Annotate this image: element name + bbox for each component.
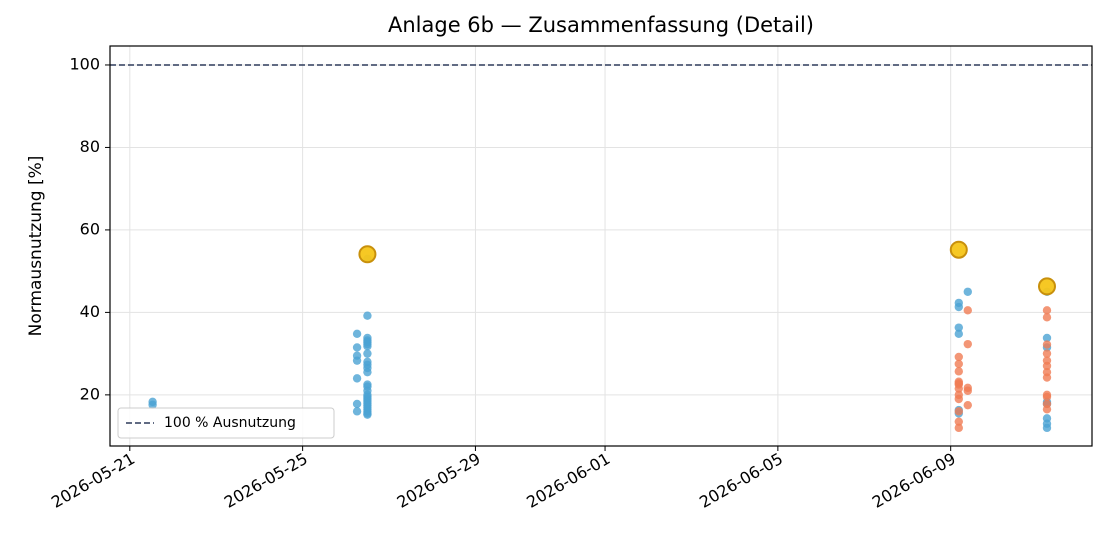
data-point bbox=[363, 342, 372, 351]
marks bbox=[110, 64, 1092, 433]
data-point bbox=[1042, 361, 1052, 371]
data-point bbox=[352, 356, 362, 365]
data-point bbox=[352, 329, 362, 339]
data-point bbox=[954, 384, 963, 393]
y-tick-label: 20 bbox=[80, 384, 100, 403]
data-point bbox=[1042, 373, 1052, 382]
data-point bbox=[1042, 405, 1052, 414]
y-axis-label: Normausnutzung [%] bbox=[26, 156, 46, 337]
data-point bbox=[954, 323, 963, 332]
data-point bbox=[1042, 306, 1052, 315]
data-point bbox=[352, 343, 362, 352]
data-point bbox=[954, 367, 963, 376]
data-point bbox=[352, 399, 362, 409]
data-point bbox=[1042, 423, 1052, 433]
data-point bbox=[954, 359, 963, 369]
data-point bbox=[949, 240, 968, 259]
data-point bbox=[363, 367, 372, 377]
data-point bbox=[954, 329, 963, 339]
data-point bbox=[363, 311, 372, 320]
y-tick-label: 80 bbox=[80, 137, 100, 156]
data-point bbox=[963, 386, 972, 395]
data-point bbox=[963, 287, 972, 296]
legend: 100 % Ausnutzung bbox=[117, 407, 335, 439]
y-tick-label: 60 bbox=[80, 219, 100, 238]
plot-frame bbox=[109, 45, 1093, 447]
data-point bbox=[963, 339, 972, 349]
y-tick-label: 100 bbox=[69, 54, 100, 73]
data-point bbox=[954, 407, 963, 416]
data-point bbox=[954, 302, 963, 312]
data-point bbox=[954, 417, 963, 426]
data-point bbox=[1042, 313, 1052, 322]
data-point bbox=[1042, 392, 1052, 402]
data-point bbox=[148, 400, 157, 409]
data-point bbox=[363, 349, 372, 358]
data-point bbox=[358, 245, 377, 264]
y-tick-label: 40 bbox=[80, 302, 100, 321]
data-point bbox=[963, 400, 972, 410]
data-point bbox=[352, 407, 362, 416]
data-point bbox=[1042, 333, 1052, 343]
data-point bbox=[1042, 349, 1052, 358]
data-point bbox=[1037, 277, 1056, 296]
data-point bbox=[363, 410, 372, 419]
legend-label: 100 % Ausnutzung bbox=[164, 415, 296, 431]
chart-title: Anlage 6b — Zusammenfassung (Detail) bbox=[388, 13, 814, 37]
legend-box bbox=[117, 407, 335, 439]
data-point bbox=[1042, 340, 1052, 349]
data-point bbox=[954, 423, 963, 433]
data-point bbox=[963, 306, 972, 315]
data-point bbox=[954, 394, 963, 404]
data-point bbox=[954, 352, 963, 362]
data-point bbox=[352, 374, 362, 383]
